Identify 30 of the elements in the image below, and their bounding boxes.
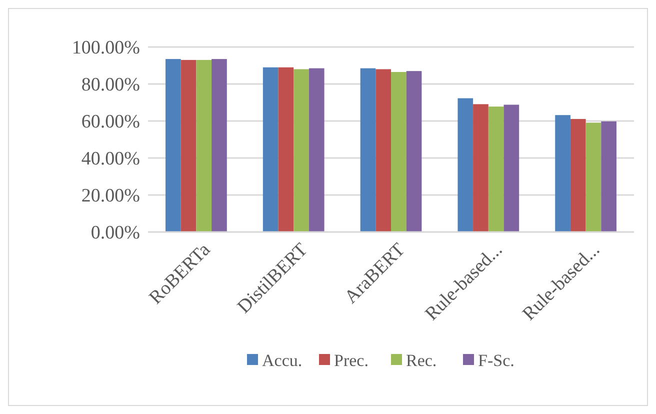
legend-label: Rec. — [406, 350, 437, 370]
bar — [262, 67, 278, 232]
bar — [391, 72, 406, 232]
legend-label: F-Sc. — [478, 350, 514, 370]
bar — [278, 67, 294, 232]
bar — [406, 71, 422, 232]
bar — [504, 104, 520, 232]
y-tick-label: 40.00% — [81, 148, 140, 170]
bar — [294, 69, 309, 232]
bar — [212, 59, 227, 232]
legend-label: Accu. — [262, 350, 302, 370]
y-tick-label: 20.00% — [81, 186, 140, 207]
bar — [555, 115, 570, 232]
bar — [196, 60, 212, 232]
bar — [570, 118, 586, 232]
bar — [376, 69, 391, 232]
y-tick-label: 0.00% — [90, 222, 140, 244]
bar — [166, 59, 181, 232]
bar — [308, 68, 324, 232]
y-tick-label: 80.00% — [81, 74, 140, 96]
bar — [180, 60, 196, 232]
legend-label: Prec. — [334, 350, 368, 370]
bar — [473, 104, 488, 232]
y-tick-label: 100.00% — [72, 38, 140, 59]
bar — [601, 121, 616, 232]
bar — [360, 68, 376, 232]
bar — [488, 106, 504, 232]
bar — [458, 98, 474, 232]
bar — [586, 122, 602, 232]
y-tick-label: 60.00% — [81, 112, 140, 133]
